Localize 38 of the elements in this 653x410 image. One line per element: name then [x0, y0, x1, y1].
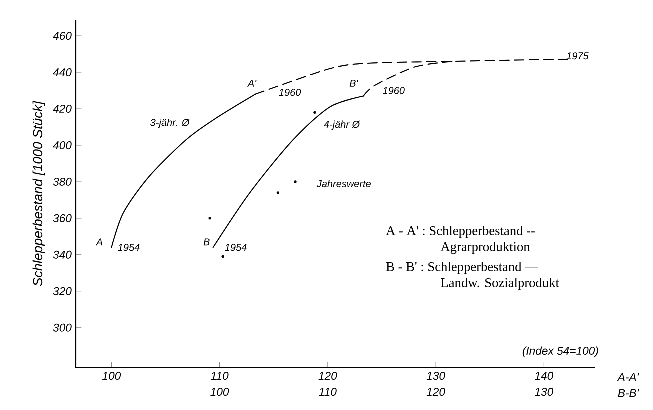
- annotation: Jahreswerte: [316, 180, 371, 188]
- y-tick-label: 460: [53, 32, 72, 40]
- y-tick-label: 400: [53, 141, 72, 150]
- x2-tick-label: 130: [535, 388, 554, 396]
- annotation: 4-jähr Ø: [324, 120, 361, 130]
- annotation: 1954: [118, 244, 140, 252]
- x-tick-label: 130: [426, 372, 446, 380]
- annotation: A': [247, 80, 257, 87]
- annotation: 1954: [225, 244, 247, 252]
- x-tick-label: 120: [318, 372, 338, 380]
- y-tick-label: 360: [53, 214, 72, 222]
- annotation: B': [350, 80, 358, 87]
- x2-tick-label: 110: [319, 388, 337, 396]
- annotation: A: [96, 238, 103, 246]
- annotation: Agrarproduktion: [440, 242, 530, 254]
- annotation: 1960: [383, 87, 405, 94]
- y-tick-label: 320: [53, 287, 72, 296]
- y-tick-label: 340: [53, 250, 72, 259]
- annotation: 3-jähr. Ø: [150, 118, 190, 128]
- y-tick-label: 380: [53, 178, 72, 186]
- annotation: B: [204, 238, 210, 246]
- x-tick-label: 110: [211, 372, 229, 380]
- y-tick-label: 300: [53, 324, 72, 332]
- annotation: 1975: [566, 52, 589, 60]
- x2-tick-label: 120: [426, 388, 446, 396]
- annotation: (Index 54=100): [522, 346, 598, 358]
- y-tick-label: 420: [53, 104, 72, 114]
- annotation: Landw. Sozialprodukt: [441, 278, 560, 290]
- x2-axis-title: B-B': [618, 389, 640, 398]
- x2-tick-label: 100: [210, 388, 230, 396]
- x-tick-label: 100: [102, 372, 122, 380]
- annotation: 1960: [279, 89, 302, 96]
- annotation: A - A' : Schlepperbestand --: [386, 226, 535, 238]
- annotation: B - B' : Schlepperbestand —: [386, 262, 539, 274]
- y-axis-title: Schlepperbestand [1000 Stück]: [32, 101, 46, 286]
- y-tick-label: 440: [53, 68, 72, 77]
- x-tick-label: 140: [535, 372, 554, 380]
- x-axis-title: A-A': [617, 373, 640, 382]
